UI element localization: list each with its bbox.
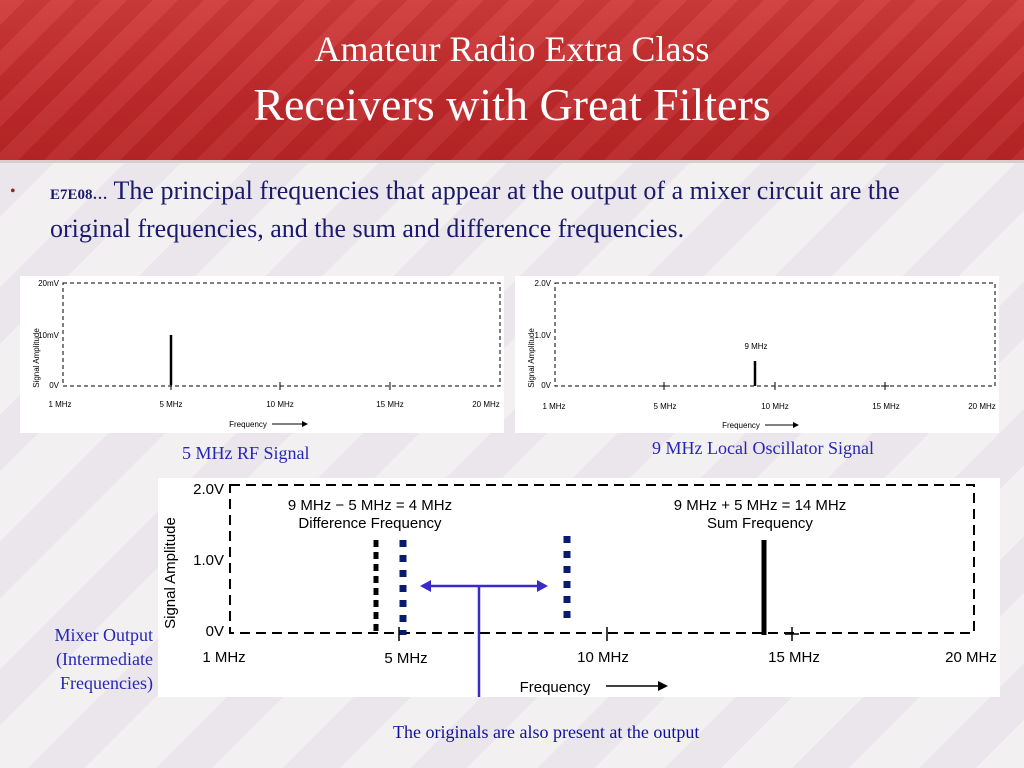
x-tick-label: 1 MHz <box>542 402 565 411</box>
x-tick-label: 15 MHz <box>872 402 900 411</box>
difference-equation: 9 MHz − 5 MHz = 4 MHz <box>288 497 452 514</box>
y-tick-label: 1.0V <box>193 552 224 569</box>
y-tick-label: 10mV <box>38 331 60 340</box>
y-tick-label: 0V <box>541 381 551 390</box>
originals-arrowhead-left <box>420 580 431 592</box>
sum-equation: 9 MHz + 5 MHz = 14 MHz <box>674 497 847 514</box>
x-tick-label: 1 MHz <box>48 400 71 409</box>
y-tick-label: 0V <box>49 381 59 390</box>
y-tick-label: 2.0V <box>193 481 224 498</box>
x-axis-arrowhead <box>793 422 799 428</box>
title-banner: Amateur Radio Extra Class Receivers with… <box>0 0 1024 163</box>
course-title: Amateur Radio Extra Class <box>314 29 710 69</box>
originals-arrowhead-right <box>537 580 548 592</box>
x-tick-label: 20 MHz <box>472 400 500 409</box>
x-tick-label: 5 MHz <box>159 400 182 409</box>
x-tick-label: 10 MHz <box>761 402 789 411</box>
x-tick-label: 10 MHz <box>577 649 629 666</box>
difference-label: Difference Frequency <box>298 515 442 532</box>
x-tick-label: 5 MHz <box>384 650 427 667</box>
x-tick-label: 10 MHz <box>266 400 294 409</box>
bullet-marker: • <box>10 183 16 200</box>
y-axis-label: Signal Amplitude <box>162 517 179 629</box>
rf-signal-chart: Signal Amplitude 20mV 10mV 0V 1 MHz 5 MH… <box>20 276 504 433</box>
peak-label: 9 MHz <box>744 342 767 351</box>
y-axis-label: Signal Amplitude <box>32 328 41 388</box>
x-axis-label: Frequency <box>722 421 760 430</box>
x-axis-label: Frequency <box>520 679 591 696</box>
y-tick-label: 1.0V <box>535 331 552 340</box>
lo-signal-chart: Signal Amplitude 2.0V 1.0V 0V 9 MHz 1 MH… <box>515 276 999 433</box>
plot-frame <box>229 484 975 634</box>
mixer-output-label-line3: Frequencies) <box>60 673 153 693</box>
question-code: E7E08… <box>50 187 108 203</box>
x-axis-arrowhead <box>658 681 668 691</box>
bullet-body: The principal frequencies that appear at… <box>50 176 900 243</box>
mixer-output-label-line2: (Intermediate <box>56 649 153 669</box>
x-tick-label: 20 MHz <box>968 402 996 411</box>
rf-signal-caption: 5 MHz RF Signal <box>182 443 310 463</box>
y-tick-label: 0V <box>206 623 224 640</box>
mixer-output-label-line1: Mixer Output <box>54 625 154 645</box>
x-axis-label: Frequency <box>229 420 267 429</box>
y-axis-label: Signal Amplitude <box>527 328 536 388</box>
lo-signal-caption: 9 MHz Local Oscillator Signal <box>652 438 874 458</box>
mixer-output-label: Mixer Output (Intermediate Frequencies) <box>10 623 154 695</box>
x-tick-label: 5 MHz <box>653 402 676 411</box>
x-tick-label: 15 MHz <box>768 649 820 666</box>
mixer-output-chart: Signal Amplitude 2.0V 1.0V 0V 9 MHz − 5 … <box>158 478 1000 697</box>
y-tick-label: 2.0V <box>535 279 552 288</box>
x-tick-label: 1 MHz <box>202 649 245 666</box>
x-tick-label: 15 MHz <box>376 400 404 409</box>
plot-frame <box>62 282 501 387</box>
x-tick-label: 20 MHz <box>945 649 997 666</box>
slide-title: Receivers with Great Filters <box>253 79 771 130</box>
plot-frame <box>554 282 996 387</box>
bullet-text: E7E08… The principal frequencies that ap… <box>50 174 970 246</box>
y-tick-label: 20mV <box>38 279 60 288</box>
originals-note: The originals are also present at the ou… <box>393 722 700 742</box>
banner-stripes <box>0 0 1024 160</box>
x-axis-arrowhead <box>302 421 308 427</box>
sum-label: Sum Frequency <box>707 515 813 532</box>
